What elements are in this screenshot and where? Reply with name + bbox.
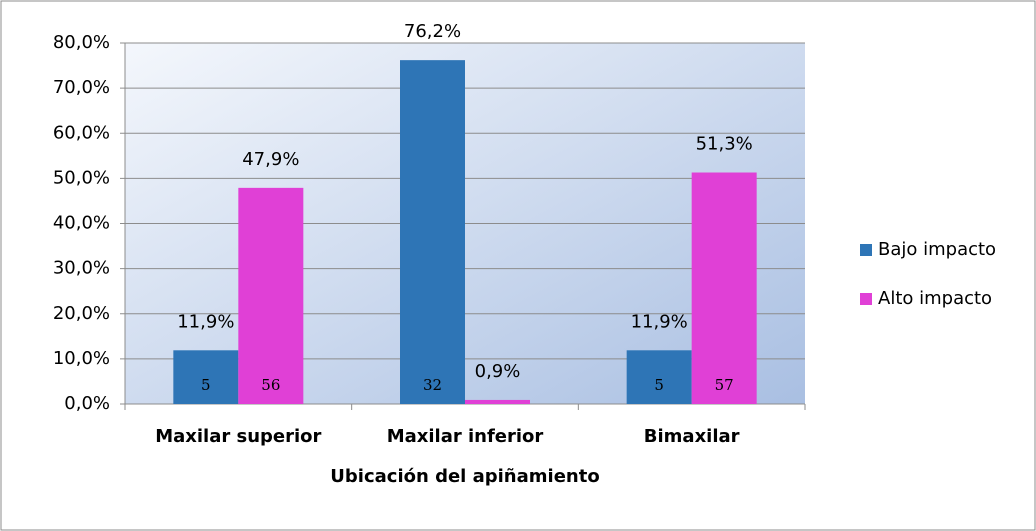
- bar: [173, 350, 239, 404]
- count-label: 32: [423, 376, 442, 394]
- value-label: 76,2%: [404, 21, 461, 42]
- bar: [400, 60, 465, 405]
- count-label: 5: [654, 376, 664, 394]
- y-tick-label: 0,0%: [64, 393, 110, 414]
- y-tick-label: 80,0%: [53, 32, 110, 53]
- count-label: 56: [261, 376, 280, 394]
- x-tick-label: Maxilar inferior: [387, 426, 544, 447]
- y-tick-label: 30,0%: [53, 258, 110, 279]
- count-label: 5: [201, 376, 211, 394]
- count-label: 57: [715, 376, 734, 394]
- x-tick-label: Bimaxilar: [644, 426, 740, 447]
- y-tick-label: 20,0%: [53, 303, 110, 324]
- value-label: 11,9%: [177, 311, 234, 332]
- value-label: 51,3%: [696, 134, 753, 155]
- legend-swatch: [860, 293, 872, 305]
- x-axis-title: Ubicación del apiñamiento: [330, 466, 599, 487]
- x-tick-label: Maxilar superior: [155, 426, 321, 447]
- value-label: 47,9%: [242, 149, 299, 170]
- legend-label: Bajo impacto: [878, 239, 996, 260]
- y-tick-label: 70,0%: [53, 77, 110, 98]
- bar: [691, 172, 757, 404]
- y-tick-label: 60,0%: [53, 122, 110, 143]
- y-tick-label: 10,0%: [53, 348, 110, 369]
- y-tick-label: 40,0%: [53, 213, 110, 234]
- value-label: 0,9%: [475, 361, 521, 382]
- value-label: 11,9%: [631, 311, 688, 332]
- legend-swatch: [860, 244, 872, 256]
- bar: [626, 350, 692, 404]
- bar: [238, 187, 304, 404]
- legend-label: Alto impacto: [878, 288, 992, 309]
- bar: [465, 399, 530, 404]
- y-tick-label: 50,0%: [53, 167, 110, 188]
